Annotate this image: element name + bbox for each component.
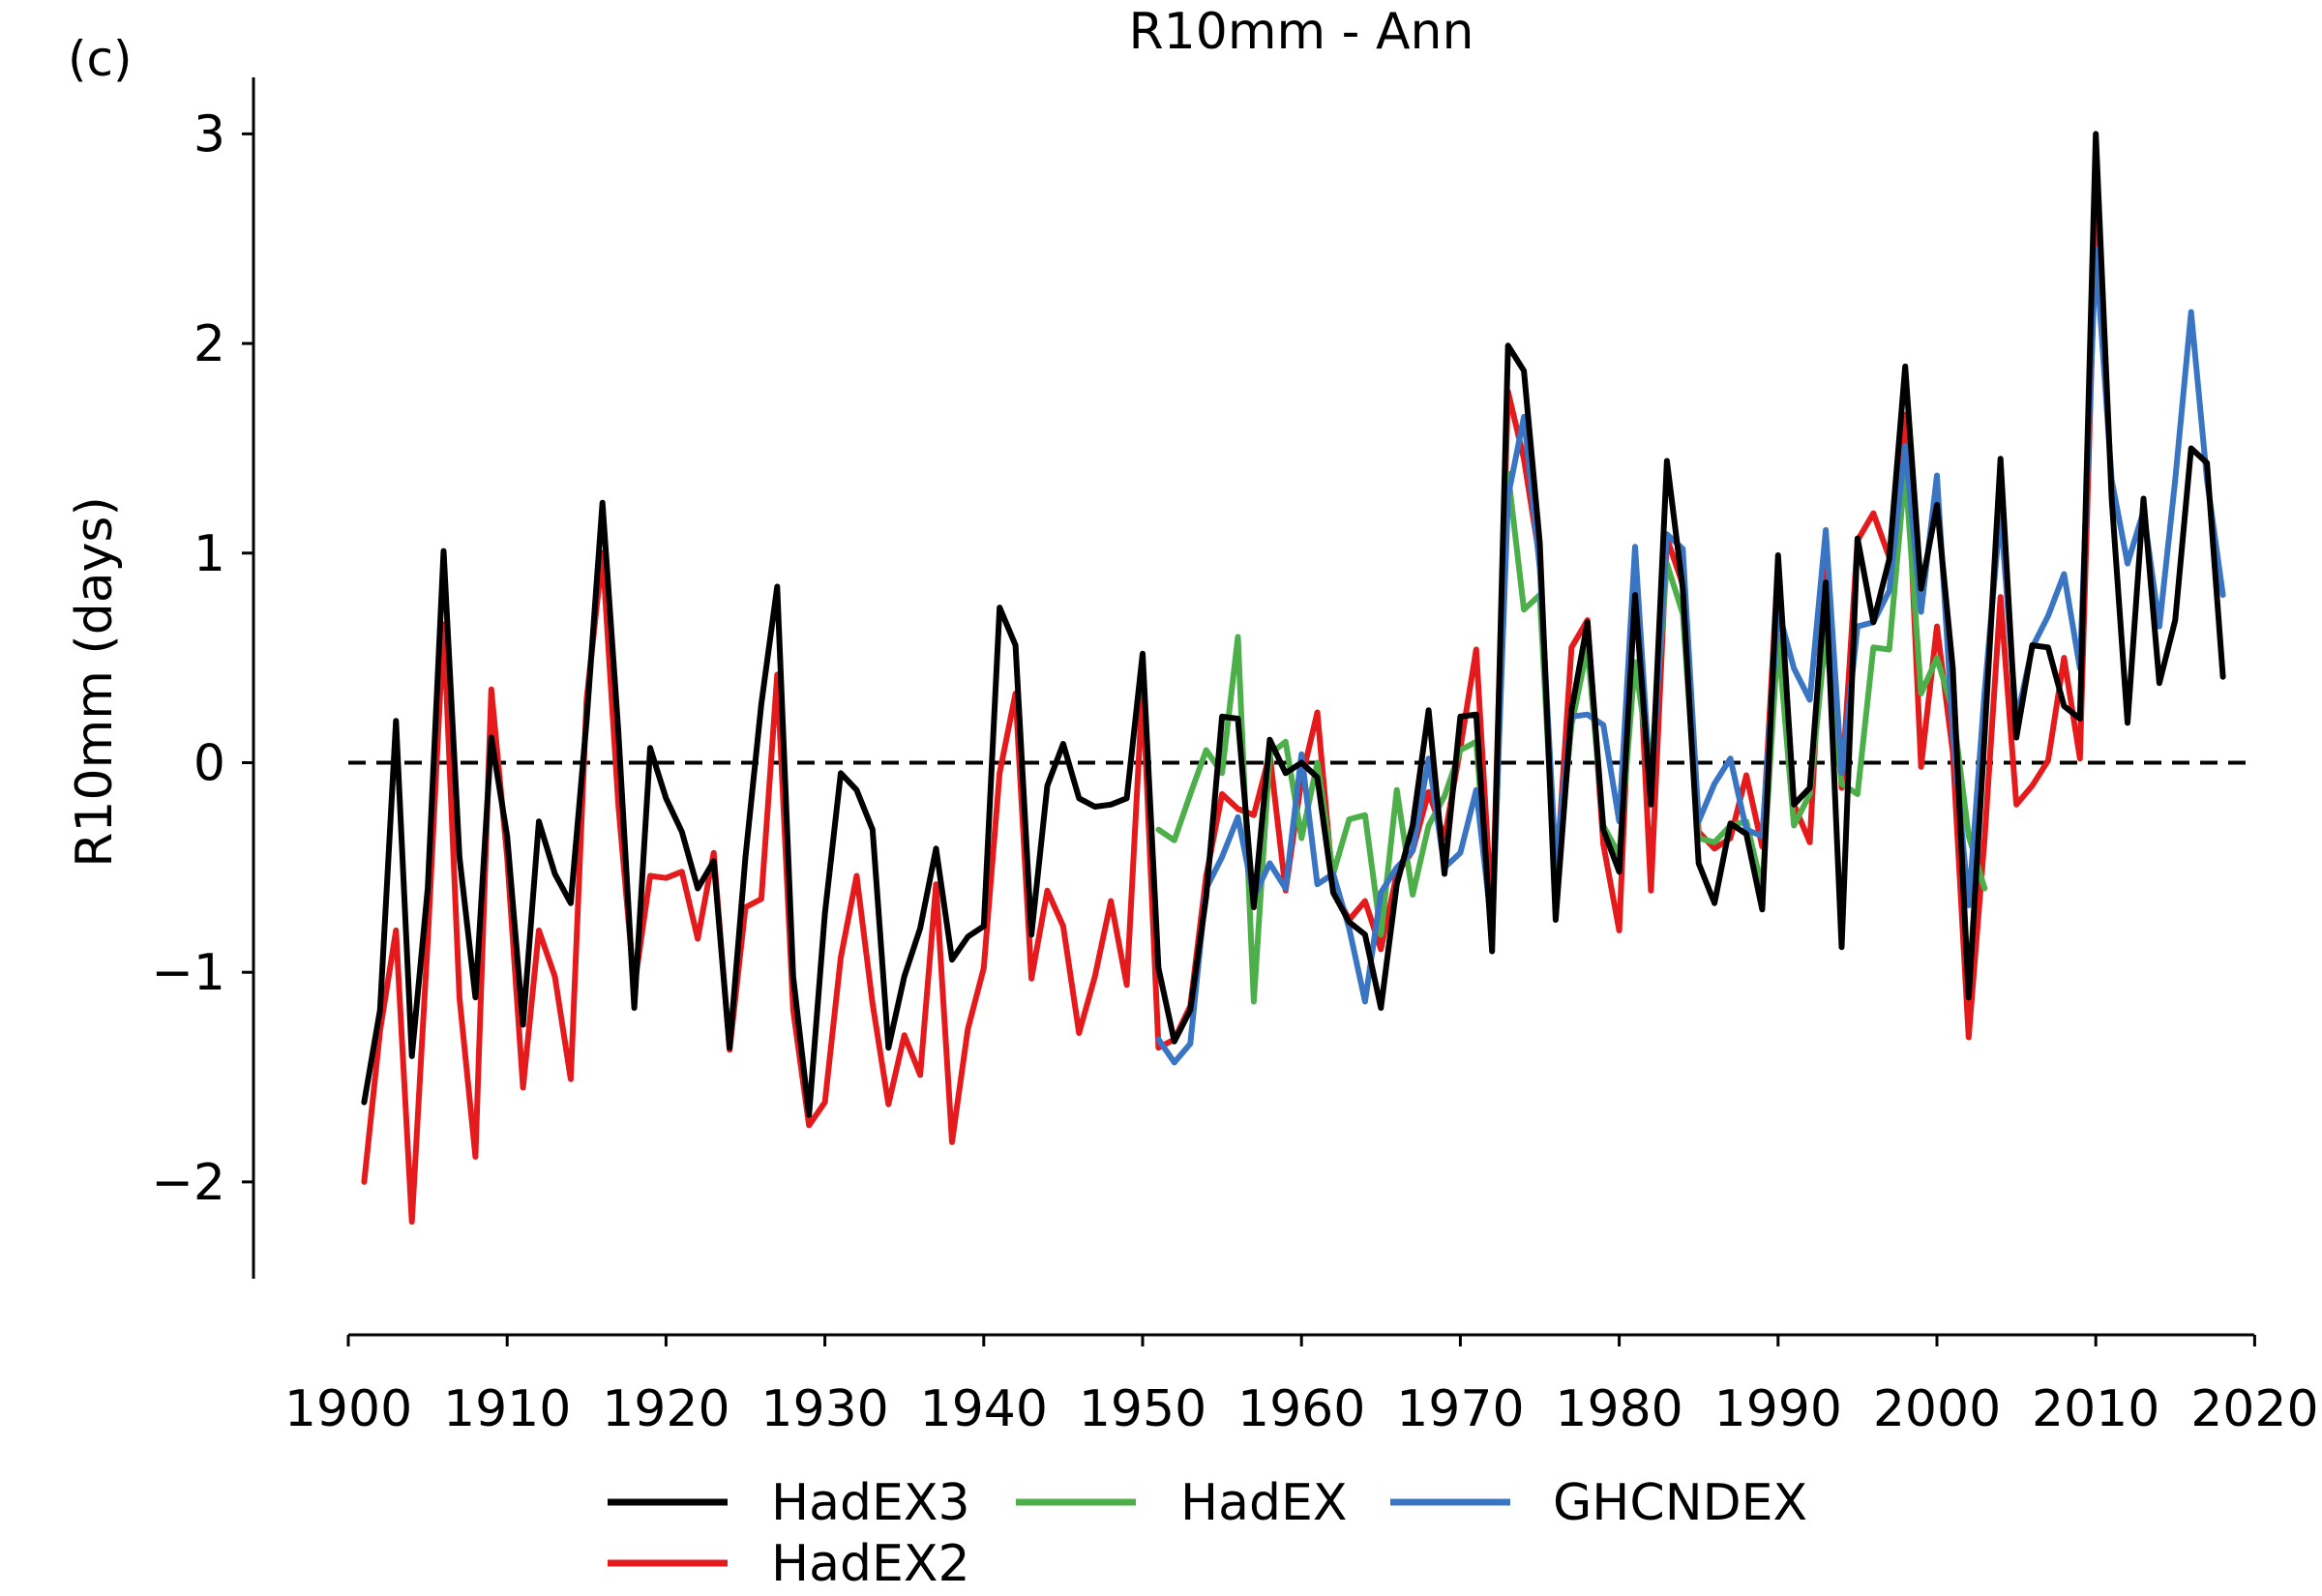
chart-title: R10mm - Ann bbox=[1129, 3, 1474, 61]
series-line-hadex3 bbox=[361, 131, 2226, 1118]
x-tick-label: 2010 bbox=[2032, 1380, 2159, 1438]
x-tick-label: 1900 bbox=[284, 1380, 412, 1438]
x-tick-label: 1960 bbox=[1237, 1380, 1365, 1438]
x-tick-label: 1970 bbox=[1396, 1380, 1524, 1438]
x-tick-label: 1980 bbox=[1555, 1380, 1682, 1438]
x-tick-label: 1930 bbox=[760, 1380, 888, 1438]
y-tick-label: −1 bbox=[151, 944, 225, 1002]
legend: HadEX3 HadEX GHCNDEX HadEX2 bbox=[608, 1474, 1807, 1593]
legend-label-hadex: HadEX bbox=[1180, 1474, 1347, 1532]
legend-label-hadex2: HadEX2 bbox=[771, 1535, 970, 1593]
x-ticks: 1900 1910 1920 1930 1940 1950 1960 1970 1980 1990… bbox=[284, 1335, 2319, 1438]
y-tick-label: 1 bbox=[194, 525, 225, 583]
x-tick-label: 1910 bbox=[443, 1380, 571, 1438]
legend-label-hadex3: HadEX3 bbox=[771, 1474, 970, 1532]
y-ticks: −2 −1 0 1 2 3 bbox=[151, 105, 253, 1212]
legend-label-ghcndex: GHCNDEX bbox=[1553, 1474, 1807, 1532]
x-tick-label: 2020 bbox=[2190, 1380, 2318, 1438]
y-tick-label: 3 bbox=[194, 105, 225, 163]
x-tick-label: 2000 bbox=[1873, 1380, 2001, 1438]
y-tick-label: 2 bbox=[194, 315, 225, 373]
x-tick-label: 1990 bbox=[1714, 1380, 1842, 1438]
panel-label: (c) bbox=[68, 31, 133, 87]
y-tick-label: 0 bbox=[194, 735, 225, 793]
y-axis-label: R10mm (days) bbox=[66, 496, 124, 867]
y-tick-label: −2 bbox=[151, 1154, 225, 1212]
x-tick-label: 1950 bbox=[1079, 1380, 1206, 1438]
x-tick-label: 1920 bbox=[602, 1380, 729, 1438]
series-lines bbox=[361, 131, 2226, 1226]
series-line-hadex2 bbox=[361, 215, 2099, 1226]
x-tick-label: 1940 bbox=[920, 1380, 1048, 1438]
